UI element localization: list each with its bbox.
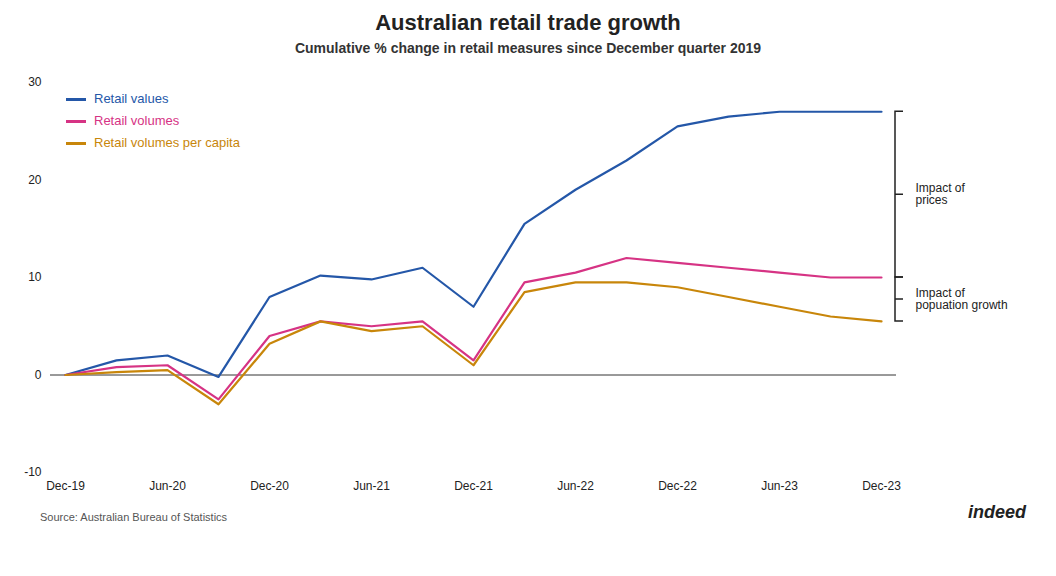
svg-text:Impact ofprices: Impact ofprices (916, 181, 966, 207)
svg-text:Dec-23: Dec-23 (862, 479, 901, 493)
html-text:Retail volumes per capita: Retail volumes per capita (94, 135, 240, 151)
html-text:Cumulative % change in retail: Cumulative % change in retail measures s… (294, 40, 761, 56)
svg-text:Dec-22: Dec-22 (658, 479, 697, 493)
svg-text:Jun-23: Jun-23 (761, 479, 798, 493)
svg-text:20: 20 (28, 173, 42, 187)
svg-text:Jun-20: Jun-20 (149, 479, 186, 493)
svg-text:Dec-21: Dec-21 (454, 479, 493, 493)
html-text:Australian retail trade growth: Australian retail trade growth (375, 10, 681, 35)
html-text:Retail volumes: Retail volumes (94, 113, 180, 129)
html-text:indeed: indeed (968, 502, 1026, 522)
svg-text:Jun-21: Jun-21 (353, 479, 390, 493)
svg-text:Impact ofpopuation growth: Impact ofpopuation growth (916, 286, 1008, 312)
html-text:Source: Australian Bureau of S: Source: Australian Bureau of Statistics (40, 511, 228, 523)
svg-text:-10: -10 (24, 465, 42, 479)
html-text:Retail values: Retail values (94, 91, 169, 106)
svg-text:Dec-19: Dec-19 (46, 479, 85, 493)
svg-text:0: 0 (35, 368, 42, 382)
svg-text:10: 10 (28, 270, 42, 284)
svg-text:Jun-22: Jun-22 (557, 479, 594, 493)
svg-text:Dec-20: Dec-20 (250, 479, 289, 493)
svg-text:30: 30 (28, 75, 42, 89)
